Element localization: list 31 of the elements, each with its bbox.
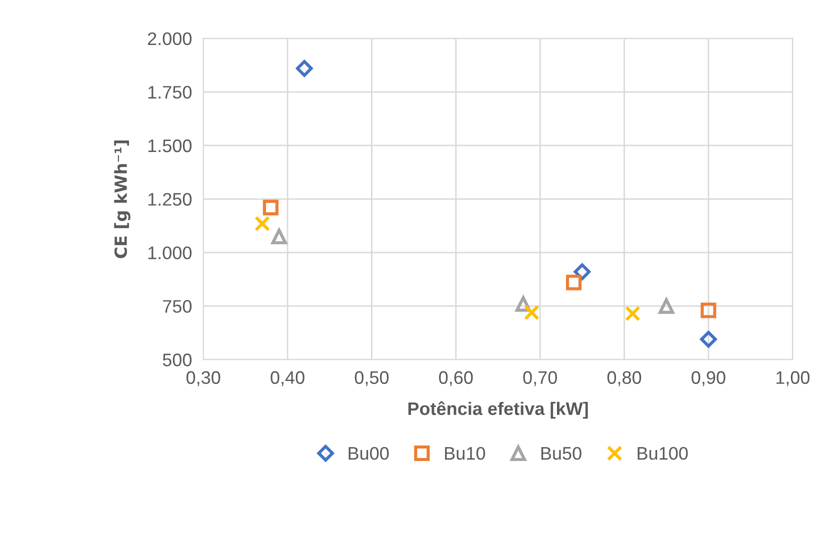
x-tick-label: 0,30 [186, 371, 220, 386]
point [566, 274, 582, 290]
y-tick-label: 750 [163, 300, 192, 313]
point [271, 228, 287, 244]
point [254, 216, 270, 232]
legend-label: Bu50 [541, 446, 582, 460]
point [296, 60, 313, 77]
x-tick-label: 0,40 [270, 371, 304, 386]
y-tick-label: 1.000 [148, 246, 192, 260]
point [524, 304, 540, 320]
point [700, 330, 717, 348]
legend-label: Bu10 [445, 446, 486, 460]
legend-label: Bu100 [638, 446, 688, 460]
y-tick-label: 1.500 [148, 139, 192, 152]
x-tick-label: 1,00 [776, 371, 810, 386]
point [624, 306, 640, 322]
point [700, 302, 716, 318]
x-tick-label: 0,80 [607, 371, 642, 386]
x-tick-label: 0,70 [523, 371, 557, 386]
point [262, 200, 278, 216]
y-tick-label: 500 [162, 354, 192, 366]
y-tick-label: 2.000 [148, 32, 192, 46]
x-tick-label: 0,60 [439, 371, 473, 386]
x-tick-label: 0,50 [354, 371, 389, 386]
y-tick-label: 1.750 [148, 86, 192, 99]
legend-label: Bu00 [348, 446, 389, 460]
x-tick-label: 0,90 [692, 371, 726, 386]
y-axis-title: CE [g kWh⁻¹] [114, 140, 130, 258]
point [658, 298, 674, 314]
y-tick-label: 1.250 [148, 192, 192, 206]
x-axis-title: Potência efetiva [kW] [408, 401, 588, 419]
